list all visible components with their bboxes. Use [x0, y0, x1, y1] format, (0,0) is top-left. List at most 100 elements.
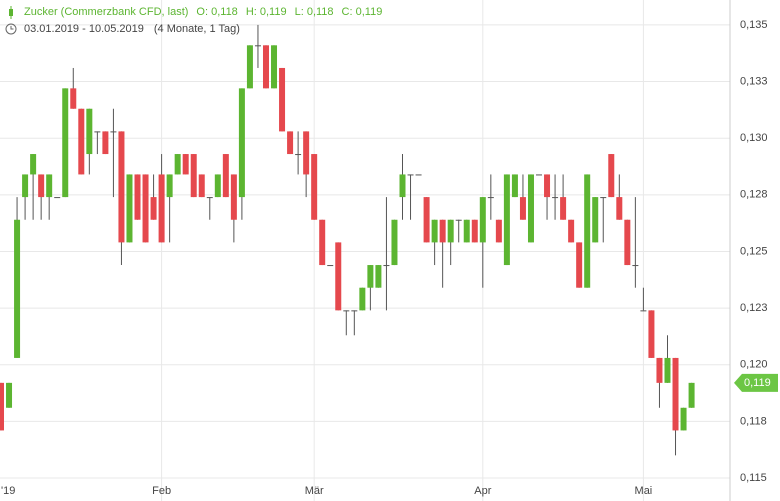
candle-body [86, 108, 93, 155]
candle-body [54, 197, 61, 199]
x-tick-label: Apr [474, 485, 491, 497]
candle-body [46, 174, 53, 198]
candle-body [38, 174, 45, 198]
x-tick-label: '19 [1, 485, 15, 497]
candle-body [648, 310, 655, 358]
y-tick-label: 0,130 [740, 132, 768, 144]
candle-body [503, 174, 510, 266]
candle-body [287, 131, 294, 155]
candle-body [560, 197, 567, 220]
candle-body [455, 219, 462, 221]
candle-body [78, 108, 85, 175]
candle-body [536, 174, 543, 176]
last-price-badge [734, 373, 778, 392]
candle-body [415, 174, 422, 176]
candle-body [519, 197, 526, 220]
clock-icon [5, 23, 17, 35]
candle-body [487, 197, 494, 199]
candle-body [495, 219, 502, 243]
candle-body [174, 154, 181, 175]
candle-body [134, 174, 141, 220]
candle-body [142, 174, 149, 243]
candle-body [359, 287, 366, 311]
candle-body [463, 219, 470, 243]
y-tick-label: 0,135 [740, 19, 768, 31]
candle-body [271, 45, 278, 89]
candle-body [576, 242, 583, 288]
candle-body [600, 197, 607, 199]
candle-body [391, 219, 398, 266]
candle-body [303, 131, 310, 175]
candle-body [182, 154, 189, 175]
candle-body [158, 174, 165, 243]
plot-area [0, 0, 731, 501]
candle-body [447, 219, 454, 243]
candle-body [439, 219, 446, 243]
candle-body [680, 407, 687, 431]
candle-body [471, 219, 478, 243]
candle-body [70, 88, 77, 109]
clock-icon [10, 26, 14, 30]
candle-body [664, 357, 671, 383]
candle-body [238, 88, 245, 198]
candle-body [206, 197, 213, 199]
candle-body [126, 174, 133, 243]
ohlc-label: O: 0,118 [196, 6, 237, 18]
last-price-label: 0,119 [744, 377, 771, 389]
y-tick-label: 0,125 [740, 245, 768, 257]
candle-body [254, 45, 261, 47]
candle-body [295, 154, 302, 156]
header-icon-bg [4, 7, 10, 19]
candle-body [568, 219, 575, 243]
candle-body [383, 265, 390, 267]
candle-body [166, 174, 173, 198]
y-tick-label: 0,115 [740, 472, 767, 484]
y-tick-label: 0,133 [740, 75, 768, 87]
candle-body [688, 382, 695, 408]
candle-body [150, 197, 157, 220]
header-icon [9, 9, 13, 16]
candle-body [544, 174, 551, 198]
x-tick-label: Feb [152, 485, 171, 497]
candle-body [14, 219, 21, 358]
candle-body [343, 310, 350, 312]
ohlc-label: C: 0,119 [342, 6, 383, 18]
candle-body [351, 310, 358, 312]
candle-body [279, 67, 286, 132]
ohlc-label: L: 0,118 [295, 6, 334, 18]
candle-body [198, 174, 205, 198]
y-tick-label: 0,120 [740, 359, 768, 371]
candle-body [335, 242, 342, 311]
candle-body [527, 174, 534, 243]
candle-body [431, 219, 438, 243]
candle-body [6, 382, 13, 408]
candle-body [632, 265, 639, 267]
candle-body [375, 265, 382, 288]
candle-body [0, 382, 4, 431]
candle-body [672, 357, 679, 431]
candle-body [230, 174, 237, 220]
candle-body [616, 197, 623, 220]
candle-body [399, 174, 406, 198]
candle-body [102, 131, 109, 155]
candle-body [118, 131, 125, 243]
candle-body [222, 154, 229, 198]
candle-body [592, 197, 599, 243]
ohlc-label: H: 0,119 [246, 6, 287, 18]
candle-body [479, 197, 486, 243]
candle-body [30, 154, 37, 175]
y-tick-label: 0,123 [740, 302, 768, 314]
chart-title: Zucker (Commerzbank CFD, last) [24, 6, 188, 18]
candle-body [327, 265, 334, 267]
date-range: 03.01.2019 - 10.05.2019 [24, 23, 144, 35]
candle-body [22, 174, 29, 198]
candle-body [62, 88, 69, 198]
candle-body [640, 310, 647, 312]
candle-body [246, 45, 253, 89]
candle-body [407, 174, 414, 176]
candle-body [367, 265, 374, 288]
candle-body [319, 219, 326, 266]
candle-body [94, 131, 101, 133]
